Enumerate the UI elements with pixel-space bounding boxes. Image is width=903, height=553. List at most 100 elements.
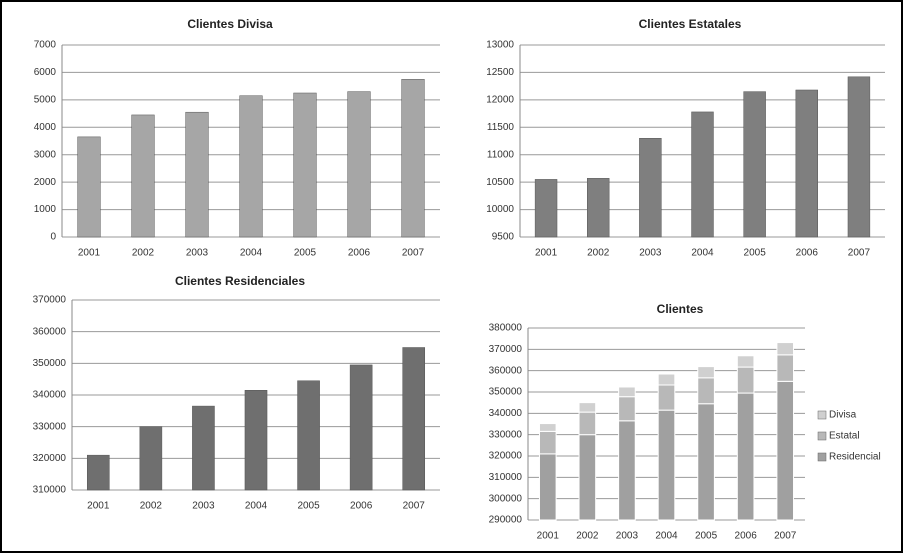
y-tick-label: 11500 — [487, 122, 515, 133]
bar — [349, 364, 373, 491]
y-tick-label: 12500 — [486, 67, 514, 78]
bar-segment — [578, 434, 597, 521]
bar — [192, 405, 215, 491]
bar-segment — [538, 430, 557, 455]
bar — [795, 89, 818, 238]
legend-label: Divisa — [829, 410, 857, 421]
x-tick-label: 2005 — [744, 248, 767, 259]
x-tick-label: 2001 — [537, 531, 560, 542]
bar-segment — [697, 377, 715, 405]
y-tick-label: 380000 — [489, 323, 523, 334]
x-tick-label: 2001 — [78, 248, 101, 259]
bar — [139, 426, 163, 491]
bar — [847, 76, 871, 238]
x-tick-label: 2002 — [132, 248, 155, 259]
bar — [244, 390, 268, 491]
y-tick-label: 330000 — [33, 421, 67, 432]
x-tick-label: 2003 — [186, 248, 209, 259]
y-tick-label: 310000 — [489, 472, 523, 483]
x-tick-label: 2006 — [348, 248, 371, 259]
y-tick-label: 350000 — [489, 387, 523, 398]
x-tick-label: 2007 — [774, 531, 797, 542]
chart-title: Clientes — [657, 302, 704, 316]
bar-segment — [538, 423, 557, 432]
bar-segment — [578, 402, 597, 413]
y-tick-label: 13000 — [486, 40, 514, 51]
chart-title: Clientes Divisa — [187, 17, 273, 31]
bar — [691, 111, 714, 238]
y-tick-label: 320000 — [489, 451, 523, 462]
x-tick-label: 2006 — [735, 531, 758, 542]
y-tick-label: 340000 — [489, 408, 523, 419]
bar-segment — [776, 354, 795, 382]
bar-segment — [538, 453, 557, 521]
legend-swatch — [817, 452, 827, 462]
x-tick-label: 2007 — [848, 248, 871, 259]
x-tick-label: 2002 — [140, 501, 163, 512]
y-tick-label: 1000 — [34, 204, 57, 215]
bar — [239, 95, 263, 238]
bar — [131, 114, 155, 238]
x-tick-label: 2002 — [587, 248, 610, 259]
x-tick-label: 2007 — [403, 501, 426, 512]
legend-swatch — [817, 431, 827, 441]
bar — [402, 347, 426, 491]
legend-label: Estatal — [829, 431, 860, 442]
x-tick-label: 2003 — [616, 531, 639, 542]
x-tick-label: 2004 — [691, 248, 714, 259]
bar — [639, 138, 662, 238]
bar-segment — [618, 386, 636, 398]
x-tick-label: 2004 — [245, 501, 268, 512]
y-tick-label: 9500 — [492, 232, 515, 243]
bar-segment — [618, 420, 636, 521]
y-tick-label: 2000 — [34, 177, 57, 188]
y-tick-label: 12000 — [486, 94, 514, 105]
bar-segment — [657, 373, 676, 386]
x-tick-label: 2006 — [350, 501, 373, 512]
bar — [86, 454, 110, 491]
y-tick-label: 4000 — [34, 122, 57, 133]
y-tick-label: 370000 — [489, 344, 523, 355]
y-tick-label: 320000 — [33, 453, 67, 464]
x-tick-label: 2005 — [695, 531, 718, 542]
x-tick-label: 2004 — [655, 531, 678, 542]
y-tick-label: 330000 — [489, 429, 523, 440]
bar — [297, 380, 320, 491]
x-tick-label: 2003 — [639, 248, 662, 259]
x-tick-label: 2006 — [796, 248, 819, 259]
bar — [77, 136, 101, 238]
y-tick-label: 350000 — [33, 358, 67, 369]
y-tick-label: 3000 — [34, 149, 57, 160]
bar-segment — [736, 355, 755, 368]
bar — [185, 111, 209, 238]
y-tick-label: 11000 — [487, 149, 515, 160]
chart-title: Clientes Residenciales — [175, 274, 305, 288]
x-tick-label: 2004 — [240, 248, 263, 259]
y-tick-label: 360000 — [489, 365, 523, 376]
x-tick-label: 2007 — [402, 248, 425, 259]
y-tick-label: 0 — [50, 232, 56, 243]
bar-segment — [736, 366, 755, 394]
bar — [293, 92, 317, 238]
bar — [347, 91, 371, 238]
y-tick-label: 10000 — [486, 204, 514, 215]
y-tick-label: 300000 — [489, 493, 523, 504]
bar-segment — [736, 392, 755, 521]
bar-segment — [657, 409, 676, 521]
bar-segment — [618, 396, 636, 422]
y-tick-label: 7000 — [34, 40, 57, 51]
bar — [743, 91, 766, 238]
bar — [401, 79, 425, 238]
y-tick-label: 310000 — [33, 485, 67, 496]
legend-label: Residencial — [829, 452, 881, 463]
bar — [587, 178, 610, 238]
x-tick-label: 2005 — [294, 248, 317, 259]
bar-segment — [776, 380, 795, 521]
legend-swatch — [817, 410, 827, 420]
bar-segment — [697, 403, 715, 521]
x-tick-label: 2005 — [297, 501, 320, 512]
bar-segment — [776, 342, 795, 356]
y-tick-label: 370000 — [33, 295, 67, 306]
